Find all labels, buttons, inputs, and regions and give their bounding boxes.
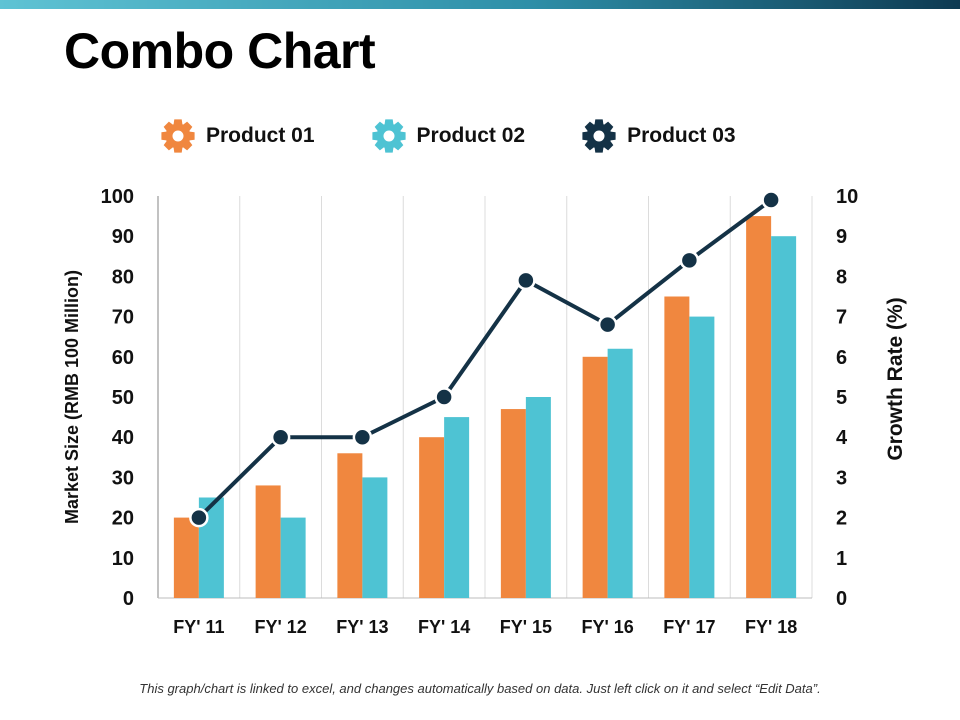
line-point bbox=[597, 314, 618, 335]
chart-legend: Product 01 Product 02 Product 03 bbox=[160, 114, 792, 158]
y2-tick-label: 0 bbox=[836, 588, 847, 610]
y2-tick-label: 4 bbox=[836, 427, 848, 449]
bar-product-01 bbox=[664, 296, 690, 598]
bar-product-02 bbox=[607, 348, 633, 598]
bar-product-01 bbox=[746, 216, 772, 598]
bar-product-01 bbox=[582, 356, 608, 598]
y-tick-label: 10 bbox=[112, 548, 134, 570]
gear-icon bbox=[161, 119, 195, 153]
bar-product-02 bbox=[525, 397, 551, 598]
y-tick-label: 40 bbox=[112, 427, 134, 449]
top-accent-bar bbox=[0, 0, 960, 9]
y-tick-label: 0 bbox=[123, 588, 134, 610]
legend-label: Product 03 bbox=[627, 124, 736, 147]
legend-label: Product 01 bbox=[206, 124, 315, 147]
line-point bbox=[761, 190, 781, 210]
bar-product-02 bbox=[362, 477, 388, 598]
line-point bbox=[679, 250, 700, 271]
y-tick-label: 70 bbox=[112, 307, 134, 329]
line-point bbox=[434, 387, 454, 407]
gear-icon bbox=[582, 119, 616, 153]
y2-tick-label: 2 bbox=[836, 508, 847, 530]
x-tick-label: FY' 14 bbox=[418, 617, 470, 637]
x-tick-label: FY' 18 bbox=[745, 617, 797, 637]
line-point bbox=[516, 270, 536, 291]
bar-product-02 bbox=[771, 236, 797, 598]
bar-product-01 bbox=[500, 409, 526, 598]
y-tick-label: 30 bbox=[112, 467, 134, 489]
y-axis-title: Market Size (RMB 100 Million) bbox=[62, 270, 82, 524]
y2-axis-title: Growth Rate (%) bbox=[884, 297, 907, 460]
x-tick-label: FY' 15 bbox=[500, 617, 552, 637]
gear-icon bbox=[371, 119, 406, 153]
line-product-03 bbox=[197, 198, 773, 520]
y2-tick-label: 5 bbox=[836, 387, 847, 409]
y-tick-label: 100 bbox=[101, 186, 134, 208]
page-title: Combo Chart bbox=[64, 23, 376, 79]
line-point bbox=[352, 427, 373, 447]
footnote: This graph/chart is linked to excel, and… bbox=[139, 681, 821, 696]
y2-tick-label: 8 bbox=[836, 266, 847, 288]
bar-product-01 bbox=[173, 517, 199, 598]
bar-product-02 bbox=[280, 517, 306, 598]
y-tick-label: 20 bbox=[112, 508, 134, 530]
y2-tick-label: 3 bbox=[836, 467, 847, 489]
x-tick-label: FY' 17 bbox=[663, 617, 715, 637]
legend-item-product-02: Product 02 bbox=[371, 118, 526, 154]
y-tick-label: 60 bbox=[112, 347, 134, 369]
x-tick-label: FY' 11 bbox=[173, 617, 224, 637]
legend-item-product-03: Product 03 bbox=[581, 118, 736, 154]
y-tick-label: 90 bbox=[112, 226, 134, 248]
bar-product-01 bbox=[419, 437, 445, 598]
legend-label: Product 02 bbox=[416, 124, 526, 147]
bar-product-02 bbox=[689, 316, 715, 598]
y2-tick-label: 7 bbox=[836, 307, 847, 329]
y-tick-label: 80 bbox=[112, 266, 134, 288]
y2-tick-label: 1 bbox=[836, 548, 847, 570]
legend-item-product-01: Product 01 bbox=[160, 118, 315, 154]
line-point bbox=[270, 427, 291, 447]
y2-tick-label: 6 bbox=[836, 347, 847, 369]
x-tick-label: FY' 16 bbox=[581, 617, 633, 637]
line-point bbox=[189, 507, 209, 528]
y-tick-label: 50 bbox=[112, 387, 134, 409]
bar-product-01 bbox=[337, 453, 363, 598]
y2-tick-label: 9 bbox=[836, 226, 847, 248]
y2-tick-label: 10 bbox=[836, 186, 858, 208]
bar-product-02 bbox=[444, 417, 470, 598]
x-tick-label: FY' 13 bbox=[336, 617, 388, 637]
x-tick-label: FY' 12 bbox=[254, 617, 306, 637]
bar-product-01 bbox=[255, 485, 281, 598]
